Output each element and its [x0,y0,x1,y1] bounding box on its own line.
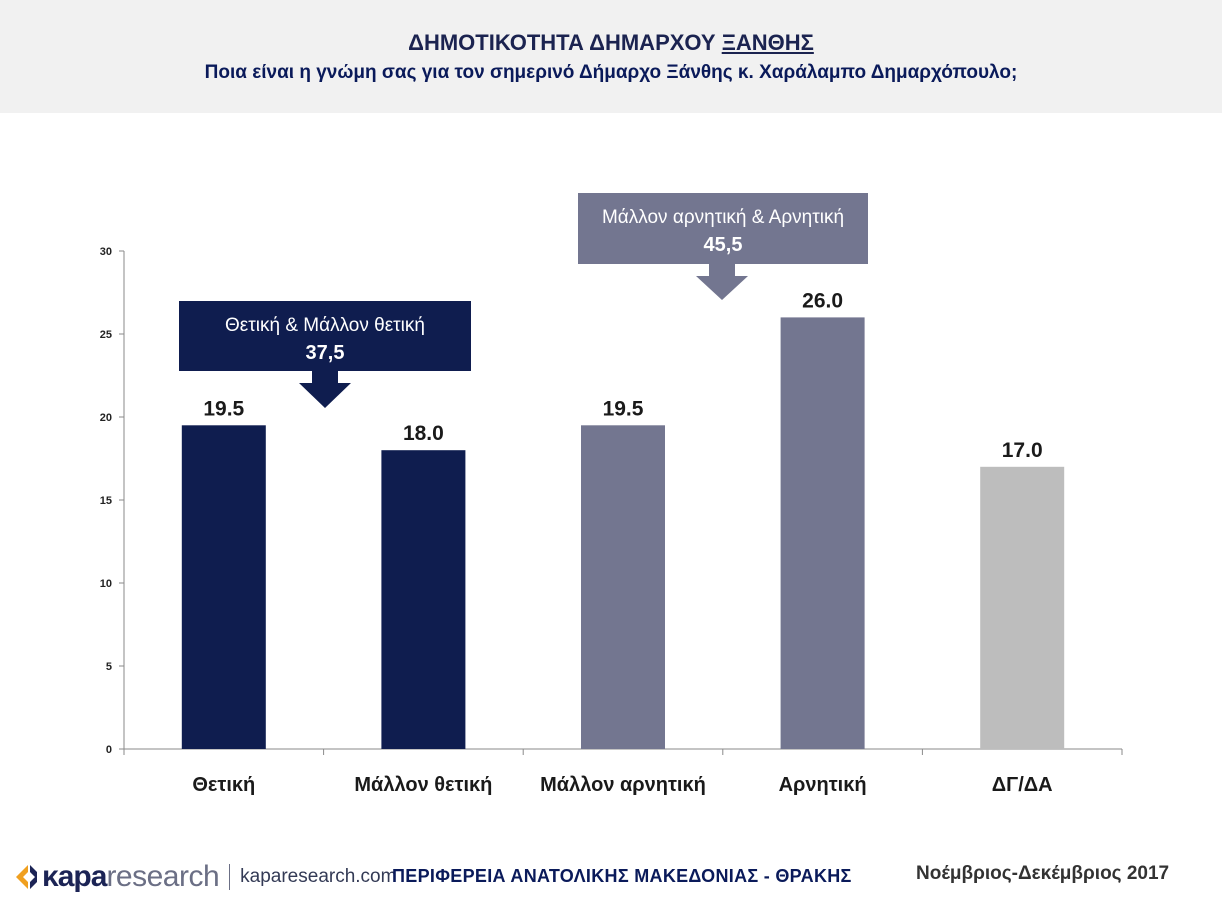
bar [581,425,665,749]
annotation-arrow [299,371,351,408]
y-tick-label: 5 [106,661,112,673]
kapa-logo-icon [16,865,37,889]
annotation-value: 37,5 [306,342,345,364]
bar [181,425,266,749]
kapa-research-logo: κapa research kaparesearch.com [14,860,396,894]
annotation-label: Μάλλον αρνητική & Αρνητική [602,207,844,228]
annotation-arrow [696,264,748,300]
annotation-box [179,301,471,371]
page-subtitle: Ποια είναι η γνώμη σας για τον σημερινό … [204,62,1018,83]
y-tick-label: 10 [100,578,112,590]
data-label: 26.0 [802,289,843,312]
x-tick-label: Θετική [192,774,255,796]
footer-date: Νοέμβριος-Δεκέμβριος 2017 [916,863,1170,884]
bar [780,317,865,749]
data-label: 18.0 [403,422,444,445]
title-underlined-text: ΞΑΝΘΗΣ [721,30,814,55]
bar [980,466,1065,749]
x-tick-label: Μάλλον αρνητική [540,774,706,796]
logo-kapa-text: κapa [42,860,107,893]
data-label: 19.5 [603,397,644,420]
x-tick-label: ΔΓ/ΔΑ [992,774,1053,796]
data-label: 17.0 [1002,439,1043,462]
logo-divider [229,864,231,890]
bar [381,450,466,749]
page-title: ΔΗΜΟΤΙΚΟΤΗΤΑ ΔΗΜΑΡΧΟΥ ΞΑΝΘΗΣ [0,30,1222,56]
logo-url: kaparesearch.com [240,866,397,887]
y-tick-label: 30 [100,246,112,258]
data-label: 19.5 [203,397,244,420]
bar-chart: 0 5 10 15 20 25 30 19.5 Θετική 18.0 Μάλλον θετική 1… [100,193,1123,796]
y-tick-label: 15 [100,495,112,507]
y-tick-label: 25 [100,329,112,341]
title-text: ΔΗΜΟΤΙΚΟΤΗΤΑ ΔΗΜΑΡΧΟΥ [408,30,722,55]
logo-research-text: research [106,860,220,893]
annotation-box [578,193,868,264]
footer-region: ΠΕΡΙΦΕΡΕΙΑ ΑΝΑΤΟΛΙΚΗΣ ΜΑΚΕΔΟΝΙΑΣ - ΘΡΑΚΗ… [392,866,852,886]
header-band: ΔΗΜΟΤΙΚΟΤΗΤΑ ΔΗΜΑΡΧΟΥ ΞΑΝΘΗΣ Ποια είναι … [0,0,1222,113]
x-tick-label: Μάλλον θετική [354,774,492,796]
y-tick-label: 0 [106,744,112,756]
annotation-value: 45,5 [704,234,743,256]
y-tick-label: 20 [100,412,112,424]
annotation-label: Θετική & Μάλλον θετική [225,315,425,336]
x-tick-label: Αρνητική [779,774,867,796]
